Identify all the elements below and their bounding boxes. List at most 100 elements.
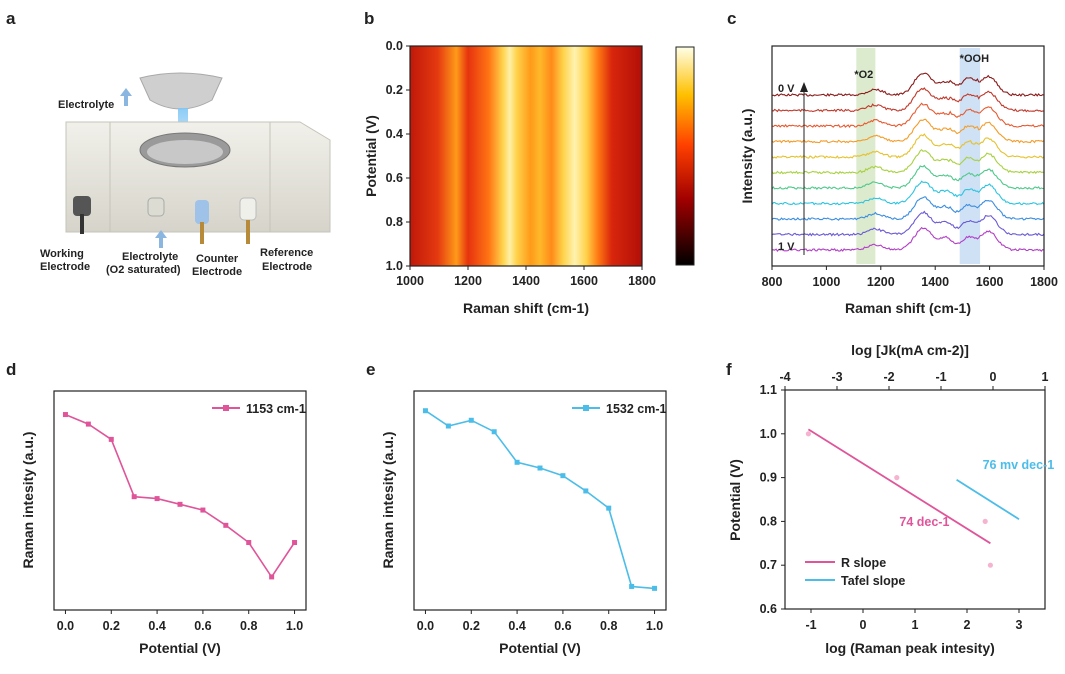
- heatmap-x-tick-label: 1000: [396, 274, 424, 288]
- spectra-bottom-label: 1 V: [778, 241, 795, 253]
- heatmap-x-ticks: 1000 1200 1400 1600 1800: [396, 266, 656, 288]
- panel-e-point: [583, 488, 589, 494]
- heatmap-x-label: Raman shift (cm-1): [463, 300, 589, 316]
- heatmap-y-tick-label: 0.8: [386, 215, 403, 229]
- panel-e-point: [652, 585, 658, 591]
- panel-e-point: [468, 417, 474, 423]
- panel-d-point: [177, 501, 183, 507]
- label-electrolyte-out: Electrolyte: [58, 99, 114, 111]
- panel-f-top-tick-label: 1: [1042, 370, 1049, 384]
- panel-f-top-tick-label: -1: [935, 370, 946, 384]
- spectrum-line: [771, 164, 1045, 190]
- panel-d-legend-marker: [223, 405, 229, 411]
- panel-e-x-ticks: 0.0 0.2 0.4 0.6 0.8 1.0: [417, 610, 663, 633]
- panel-a: a Electrolyte Working Electrode El: [6, 9, 331, 278]
- spectrum-line: [771, 133, 1045, 159]
- panel-e-point: [629, 583, 635, 589]
- working-electrode-cap: [73, 196, 91, 216]
- spectrum-line: [771, 180, 1045, 206]
- panel-d-y-label: Raman intesity (a.u.): [20, 432, 36, 569]
- spectra-x-ticks: 800 1000 1200 1400 1600 1800: [762, 266, 1058, 289]
- panel-d-point: [246, 540, 252, 546]
- heatmap-y-ticks: 0.0 0.2 0.4 0.6 0.8 1.0: [386, 39, 410, 273]
- spectrum-line: [771, 196, 1045, 221]
- working-electrode-wire: [80, 214, 84, 234]
- panel-e-x-tick-label: 0.6: [554, 619, 571, 633]
- heatmap-y-tick-label: 0.2: [386, 83, 403, 97]
- spectrum-line: [771, 118, 1045, 144]
- panel-f-x-label: log (Raman peak intesity): [825, 640, 995, 656]
- label-counter-2: Electrode: [192, 266, 242, 278]
- panel-d-point: [108, 436, 114, 442]
- panel-b: b 1000 1200 1400 1600 1800 0.0 0.2 0.4 0.6 0.8 1.…: [363, 9, 695, 316]
- panel-label-d: d: [6, 360, 16, 379]
- panel-f-y-tick-label: 0.7: [760, 558, 777, 572]
- panel-f-r-line: [807, 428, 991, 545]
- colorbar: [675, 46, 695, 266]
- panel-e-x-tick-label: 0.0: [417, 619, 434, 633]
- spectra-y-label: Intensity (a.u.): [739, 109, 755, 204]
- panel-e-point: [606, 505, 612, 511]
- panel-f-y-tick-label: 0.8: [760, 514, 777, 528]
- panel-f-x-tick-label: 0: [860, 618, 867, 632]
- heatmap-x-tick-label: 1400: [512, 274, 540, 288]
- panel-f: f 74 dec-176 mv dec-1 -1 0 1 2 3 -4 -3 -2 -1 0 1 …: [726, 342, 1054, 656]
- panel-e-x-tick-label: 1.0: [646, 619, 663, 633]
- cell-well-inner: [147, 140, 223, 164]
- heatmap-y-tick-label: 0.0: [386, 39, 403, 53]
- panel-e-point: [422, 408, 428, 414]
- panel-f-x-ticks: -1 0 1 2 3: [805, 609, 1023, 632]
- panel-f-x-tick-label: 1: [912, 618, 919, 632]
- panel-e-y-label: Raman intesity (a.u.): [380, 432, 396, 569]
- heatmap-x-tick-label: 1600: [570, 274, 598, 288]
- cell-body: [65, 121, 331, 233]
- panel-d-x-tick-label: 0.8: [240, 619, 257, 633]
- panel-e-point: [445, 423, 451, 429]
- heatmap-image: [410, 46, 642, 266]
- panel-d-x-tick-label: 0.2: [103, 619, 120, 633]
- panel-d-point: [292, 540, 298, 546]
- panel-e-x-tick-label: 0.8: [600, 619, 617, 633]
- electrolyte-in-arrow-icon: [155, 230, 167, 248]
- panel-f-y-tick-label: 1.0: [760, 427, 777, 441]
- heatmap-y-tick-label: 0.6: [386, 171, 403, 185]
- panel-f-top-ticks: -4 -3 -2 -1 0 1: [779, 370, 1049, 390]
- panel-e-point: [560, 473, 566, 479]
- panel-f-y-label: Potential (V): [727, 459, 743, 541]
- reference-electrode-cap: [239, 197, 257, 221]
- spectra-top-label: 0 V: [778, 83, 795, 95]
- electrolyte-out-arrow-icon: [120, 88, 132, 106]
- panel-d-x-tick-label: 1.0: [286, 619, 303, 633]
- label-reference-2: Electrode: [262, 261, 312, 273]
- potential-arrow-head-icon: [800, 82, 808, 92]
- panel-e-legend-marker: [583, 405, 589, 411]
- panel-f-legend-r: R slope: [841, 556, 886, 570]
- spectrum-line: [771, 87, 1045, 113]
- panel-f-x-tick-label: 2: [964, 618, 971, 632]
- panel-e-x-tick-label: 0.4: [508, 619, 525, 633]
- panel-e-x-label: Potential (V): [499, 640, 581, 656]
- panel-f-top-x-label: log [Jk(mA cm-2)]: [851, 342, 969, 358]
- panel-f-y-tick-label: 0.6: [760, 602, 777, 616]
- spectrum-line: [771, 72, 1045, 97]
- panel-d-point: [154, 496, 160, 502]
- spectra-x-tick-label: 1400: [921, 275, 949, 289]
- panel-d-legend-label: 1153 cm-1: [246, 402, 306, 416]
- panel-label-b: b: [364, 9, 374, 28]
- panel-f-tafel-line: [956, 479, 1020, 520]
- label-reference-1: Reference: [260, 247, 313, 259]
- label-counter-1: Counter: [196, 253, 239, 265]
- spectra-x-tick-label: 800: [762, 275, 783, 289]
- panel-e-point: [537, 465, 543, 471]
- panel-f-x-tick-label: -1: [805, 618, 816, 632]
- spectra-annotation-ooh: *OOH: [960, 53, 989, 65]
- panel-f-y-tick-label: 1.1: [760, 383, 777, 397]
- panel-e-frame: [413, 390, 667, 611]
- heatmap-x-tick-label: 1200: [454, 274, 482, 288]
- electrolyte-port: [147, 197, 165, 217]
- panel-e: e 0.0 0.2 0.4 0.6 0.8 1.0 1532 cm-1 Potential…: [366, 360, 667, 656]
- label-working-2: Electrode: [40, 261, 90, 273]
- panel-d-point: [200, 507, 206, 513]
- spectra-band: [959, 48, 981, 264]
